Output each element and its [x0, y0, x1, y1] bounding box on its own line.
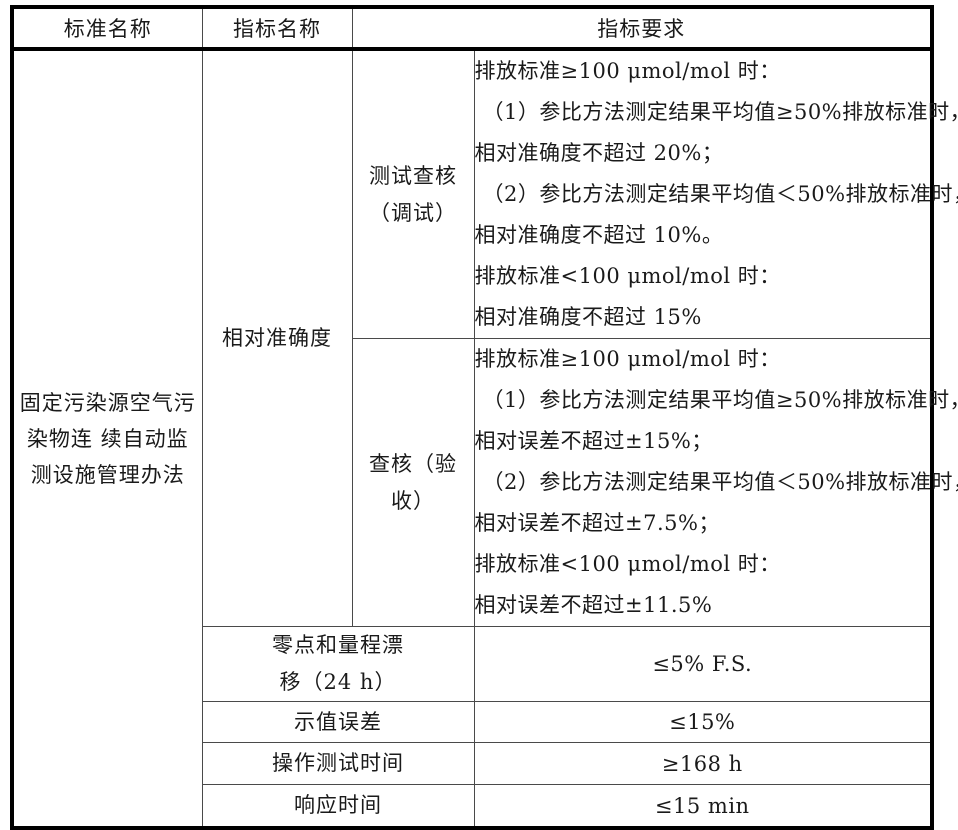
- cell-sublabel-acceptance-check: 查核（验收）: [352, 338, 475, 627]
- table-header-row: 标准名称 指标名称 指标要求: [12, 7, 932, 51]
- standard-name-line-3: 测设施管理办法: [30, 462, 185, 487]
- requirement-line: 排放标准<100 μmol/mol 时：: [474, 264, 781, 288]
- header-standard-name: 标准名称: [12, 7, 203, 51]
- cell-value-response-time: ≤15 min: [473, 784, 932, 828]
- requirement-line: 相对准确度不超过 20%；: [474, 141, 724, 165]
- header-indicator-requirement: 指标要求: [351, 7, 932, 51]
- cell-value-indication-error: ≤15%: [473, 701, 932, 743]
- cell-requirement-acceptance: 排放标准≥100 μmol/mol 时： （1）参比方法测定结果平均值≥50%排…: [473, 338, 958, 627]
- requirement-line: （2）参比方法测定结果平均值＜50%排放标准时，: [482, 470, 958, 494]
- header-indicator-name: 指标名称: [201, 7, 353, 51]
- requirement-line: 相对误差不超过±11.5%: [474, 593, 713, 617]
- cell-indicator-response-time: 响应时间: [202, 784, 475, 828]
- table-row: 零点和量程漂 移（24 h） ≤5% F.S.: [12, 626, 932, 702]
- document-page: 标准名称 指标名称 指标要求 固定污染源空气污 染物连 续自动监 测设施管理办法…: [10, 5, 958, 830]
- cell-indicator-operation-test-time: 操作测试时间: [202, 742, 475, 785]
- sublabel-line-2: （调试）: [369, 200, 457, 225]
- table-row: 查核（验收） 排放标准≥100 μmol/mol 时： （1）参比方法测定结果平…: [12, 338, 958, 627]
- requirement-line: 相对误差不超过±7.5%；: [474, 511, 720, 535]
- cell-requirement-commissioning: 排放标准≥100 μmol/mol 时： （1）参比方法测定结果平均值≥50%排…: [473, 48, 958, 339]
- cell-indicator-relative-accuracy: 相对准确度: [201, 48, 353, 627]
- requirement-line: 相对误差不超过±15%；: [474, 429, 713, 453]
- requirement-line: （1）参比方法测定结果平均值≥50%排放标准时，: [482, 388, 958, 412]
- cell-indicator-zero-span-drift: 零点和量程漂 移（24 h）: [202, 626, 475, 702]
- cell-value-zero-span-drift: ≤5% F.S.: [473, 626, 932, 702]
- table-row: 固定污染源空气污 染物连 续自动监 测设施管理办法 相对准确度 测试查核 （调试…: [12, 48, 958, 829]
- requirement-line: 相对准确度不超过 15%: [474, 305, 702, 329]
- cell-value-operation-test-time: ≥168 h: [473, 742, 932, 785]
- cell-standard-name: 固定污染源空气污 染物连 续自动监 测设施管理办法: [12, 48, 203, 829]
- standard-requirements-table: 标准名称 指标名称 指标要求 固定污染源空气污 染物连 续自动监 测设施管理办法…: [10, 5, 958, 830]
- indicator-line-2: 移（24 h）: [279, 670, 397, 694]
- sublabel-line-1: 查核（验收）: [369, 451, 457, 513]
- cell-sublabel-commissioning-test: 测试查核 （调试）: [351, 48, 475, 339]
- cell-indicator-indication-error: 示值误差: [202, 701, 475, 743]
- requirement-line: 排放标准≥100 μmol/mol 时：: [474, 347, 781, 371]
- requirement-line: （1）参比方法测定结果平均值≥50%排放标准时，: [482, 100, 958, 124]
- sublabel-line-1: 测试查核: [369, 163, 457, 188]
- standard-name-line-1: 固定污染源空气污: [19, 390, 196, 415]
- requirement-line: 相对准确度不超过 10%。: [474, 223, 724, 247]
- requirement-line: 排放标准<100 μmol/mol 时：: [474, 552, 781, 576]
- requirement-line: （2）参比方法测定结果平均值＜50%排放标准时，: [482, 182, 958, 206]
- indicator-line-1: 零点和量程漂: [272, 633, 404, 657]
- requirement-line: 排放标准≥100 μmol/mol 时：: [474, 59, 781, 83]
- standard-name-line-2: 染物连 续自动监: [26, 426, 189, 451]
